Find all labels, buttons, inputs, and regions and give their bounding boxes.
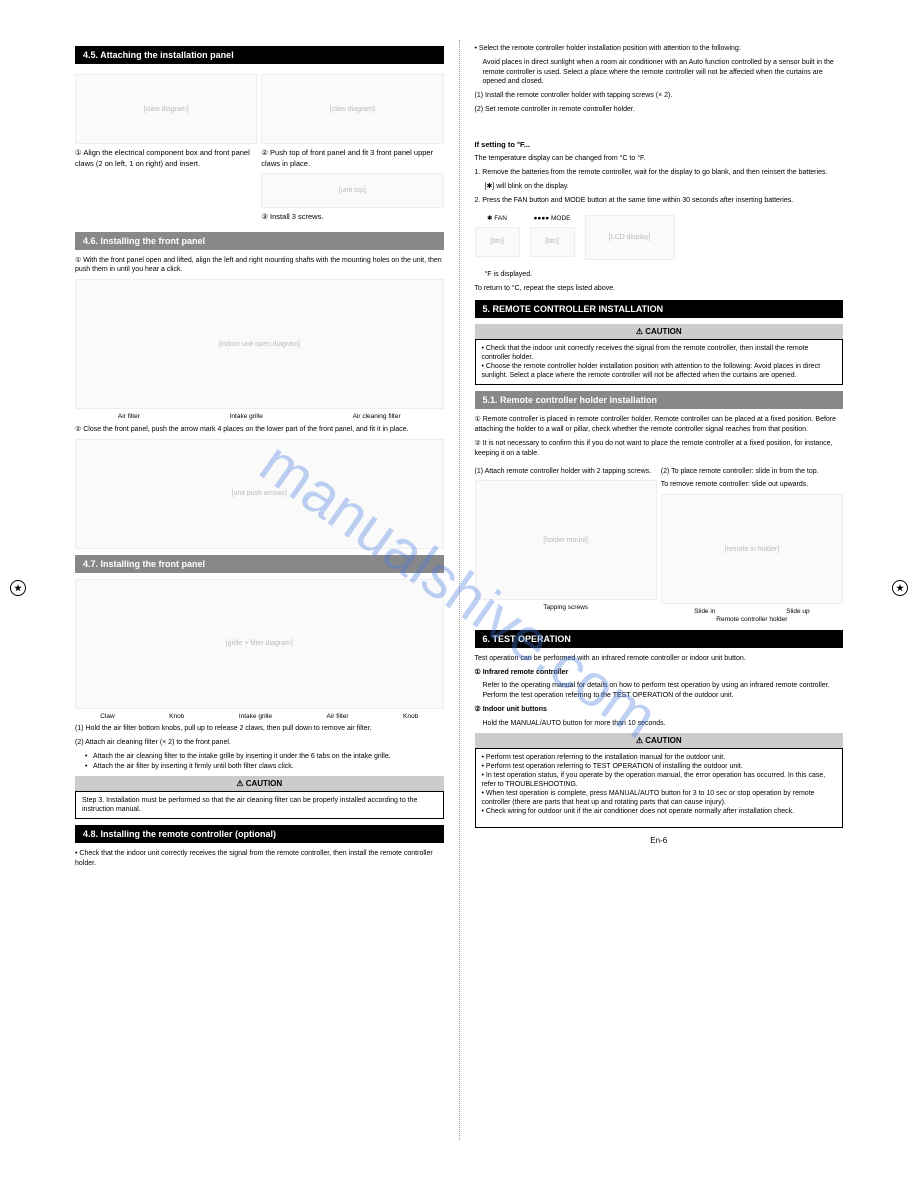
caution-bar-left: ⚠ CAUTION [75,776,444,791]
caution-bar-7: ⚠ CAUTION [475,733,844,748]
holder-label-1: Tapping screws [475,604,657,612]
section-4-8-header: 4.8. Installing the remote controller (o… [75,825,444,843]
mode-label: ●●●● MODE [530,215,575,223]
caution-box-5: • Check that the indoor unit correctly r… [475,339,844,385]
holder-step-2: (2) To place remote controller: slide in… [661,467,843,477]
holder-text-1: ① Remote controller is placed in remote … [475,415,844,435]
grille-bullet-1: Attach the air cleaning filter to the in… [85,752,444,762]
caution-box-left: Step 3. Installation must be performed s… [75,791,444,819]
left-column: 4.5. Attaching the installation panel [c… [60,40,459,1140]
front-labels-1: Air filter Intake grille Air cleaning fi… [75,413,444,421]
step-1: (1) Install the remote controller holder… [475,91,844,101]
front-text-2: ② Close the front panel, push the arrow … [75,425,444,435]
page-container: 4.5. Attaching the installation panel [c… [0,0,918,1180]
front-text-1: ① With the front panel open and lifted, … [75,256,444,276]
holder-label-2: Slide in [694,608,715,616]
label-claw: Claw [100,713,114,721]
holder-step-3: To remove remote controller: slide out u… [661,480,843,490]
test-text: Test operation can be performed with an … [475,654,844,664]
step-2: (2) Set remote controller in remote cont… [475,105,844,115]
temp-step2: [✱] will blink on the display. [475,182,844,192]
grille-image: [grille + filter diagram] [75,579,444,709]
panel-text-1: ① Align the electrical component box and… [75,148,257,169]
holder-image-1: [holder mount] [475,480,657,600]
intro-note: Avoid places in direct sunlight when a r… [475,58,844,87]
temp-note2: To return to °C, repeat the steps listed… [475,284,844,294]
temp-text: The temperature display can be changed f… [475,154,844,164]
label-air-filter-2: Air filter [327,713,349,721]
test-sub1: ① Infrared remote controller [475,668,844,678]
right-column: • Select the remote controller holder in… [460,40,859,1140]
label-air-cleaning: Air cleaning filter [353,413,401,421]
front-panel-image-1: [indoor unit open diagram] [75,279,444,409]
holder-label-4: Remote controller holder [661,616,843,624]
mode-button-icon: [btn] [530,227,575,257]
section-4-6-header: 4.6. Installing the front panel [75,232,444,250]
section-5-1-header: 5.1. Remote controller holder installati… [475,391,844,409]
test-sub2: ② Indoor unit buttons [475,705,844,715]
section-4-7-header: 4.7. Installing the front panel [75,555,444,573]
test-body2: Hold the MANUAL/AUTO button for more tha… [475,719,844,729]
label-intake-grille: Intake grille [230,413,263,421]
grille-bullet-2: Attach the air filter by inserting it fi… [85,762,444,772]
intro-text: • Select the remote controller holder in… [475,44,844,54]
holder-image-2: [remote in holder] [661,494,843,604]
grille-bullets: Attach the air cleaning filter to the in… [75,752,444,772]
section-5-header: 5. REMOTE CONTROLLER INSTALLATION [475,300,844,318]
button-row: ✱ FAN [btn] ●●●● MODE [btn] [LCD display… [475,211,844,264]
panel-image-3: [unit top] [261,173,443,208]
front-panel-image-2: [unit push arrows] [75,439,444,549]
remote-text: • Check that the indoor unit correctly r… [75,849,444,869]
caution-box-7: • Perform test operation referring to th… [475,748,844,828]
panel-images-row: [claw diagram] ① Align the electrical co… [75,70,444,226]
label-intake-grille-2: Intake grille [239,713,272,721]
temp-step3: 2. Press the FAN button and MODE button … [475,196,844,206]
grille-labels: Claw Knob Intake grille Air filter Knob [75,713,444,721]
holder-label-3: Slide up [786,608,810,616]
holder-text-2: ② It is not necessary to confirm this if… [475,439,844,459]
mode-button-diagram: ●●●● MODE [btn] [530,215,575,261]
section-6-header: 6. TEST OPERATION [475,630,844,648]
test-body1: Refer to the operating manual for detail… [475,681,844,701]
temp-note: °F is displayed. [475,270,844,280]
fan-label: ✱ FAN [475,215,520,223]
fan-button-icon: [btn] [475,227,520,257]
panel-text-3: ③ Install 3 screws. [261,212,443,223]
label-knob-2: Knob [403,713,418,721]
panel-image-1: [claw diagram] [75,74,257,144]
label-knob: Knob [169,713,184,721]
panel-text-2: ② Push top of front panel and fit 3 fron… [261,148,443,169]
holder-images: (1) Attach remote controller holder with… [475,463,844,624]
grille-text-2: (2) Attach air cleaning filter (× 2) to … [75,738,444,748]
temp-step1: 1. Remove the batteries from the remote … [475,168,844,178]
page-number: En-6 [475,836,844,845]
holder-step-1: (1) Attach remote controller holder with… [475,467,657,477]
label-air-filter: Air filter [118,413,140,421]
temp-section-title: If setting to °F... [475,140,844,151]
grille-text-1: (1) Hold the air filter bottom knobs, pu… [75,724,444,734]
fan-button-diagram: ✱ FAN [btn] [475,215,520,261]
caution-bar-5: ⚠ CAUTION [475,324,844,339]
section-4-5-header: 4.5. Attaching the installation panel [75,46,444,64]
display-icon: [LCD display] [585,215,675,260]
panel-image-2: [claw diagram] [261,74,443,144]
